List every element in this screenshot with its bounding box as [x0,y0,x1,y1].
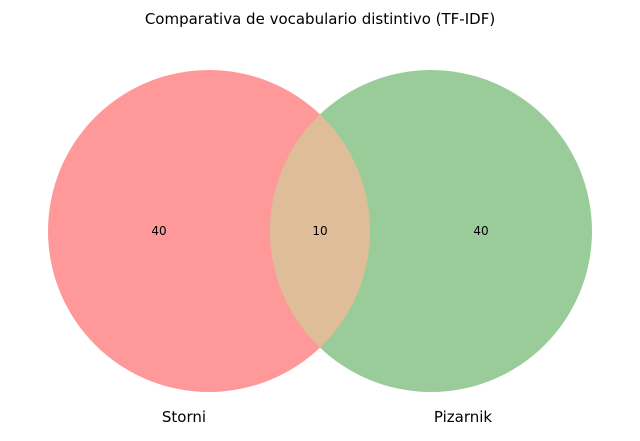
intersection-count: 10 [312,224,327,238]
pizarnik-only-count: 40 [473,224,488,238]
set-circle-storni [48,70,370,392]
set-label-pizarnik: Pizarnik [434,408,493,426]
chart-title: Comparativa de vocabulario distintivo (T… [145,10,495,28]
storni-only-count: 40 [151,224,166,238]
set-circle-pizarnik [270,70,592,392]
set-label-storni: Storni [162,408,206,426]
